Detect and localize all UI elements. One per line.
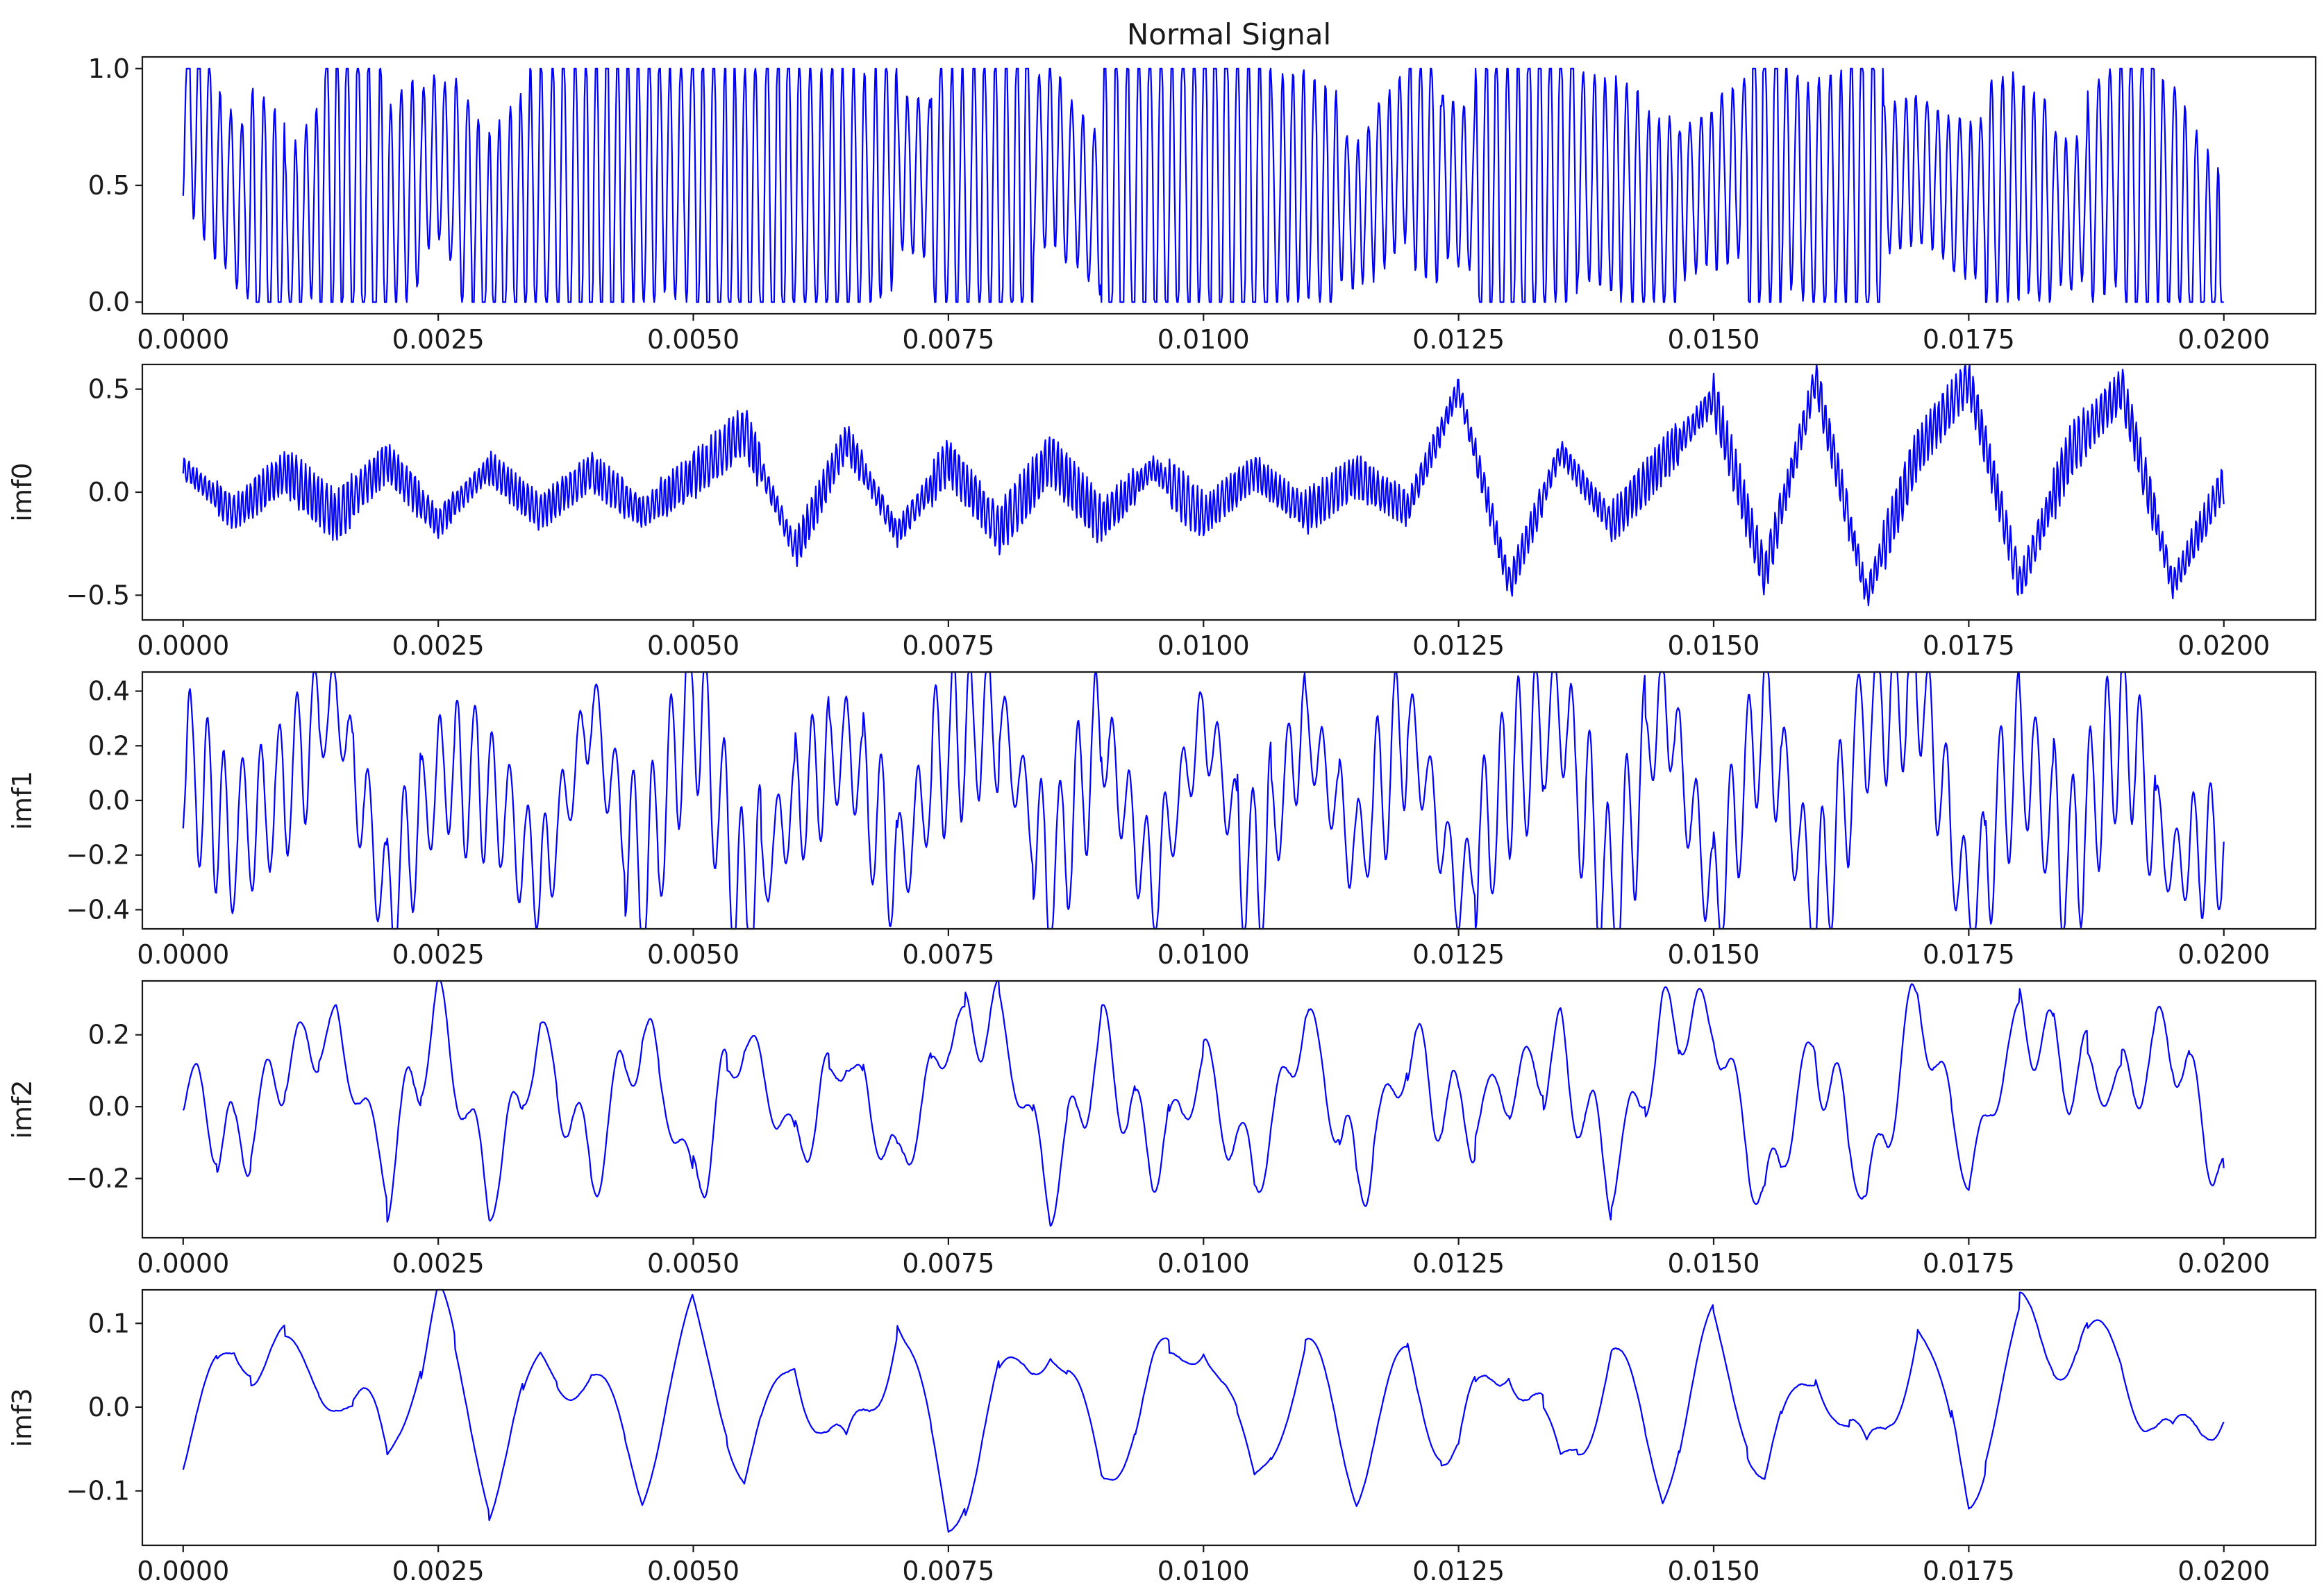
x-tick-label: 0.0100 <box>1157 939 1250 970</box>
x-tick-label: 0.0200 <box>2177 324 2270 355</box>
y-tick-label: 0.1 <box>88 1308 130 1338</box>
x-tick-label: 0.0100 <box>1157 1556 1250 1586</box>
series-line-0 <box>182 67 2224 303</box>
x-tick-label: 0.0150 <box>1668 630 1760 661</box>
x-tick-label: 0.0175 <box>1923 630 2015 661</box>
x-tick-label: 0.0125 <box>1412 1248 1505 1279</box>
x-tick-label: 0.0075 <box>902 324 994 355</box>
y-axis-label: imf2 <box>7 1080 37 1139</box>
y-tick-label: −0.2 <box>66 840 130 871</box>
x-tick-label: 0.0025 <box>392 630 485 661</box>
chart-title: Normal Signal <box>1127 17 1331 51</box>
y-tick-label: 0.5 <box>88 374 130 405</box>
y-tick-label: 0.0 <box>88 785 130 816</box>
x-tick-label: 0.0200 <box>2177 1248 2270 1279</box>
x-tick-label: 0.0125 <box>1412 630 1505 661</box>
x-tick-label: 0.0025 <box>392 1556 485 1586</box>
series-line-4 <box>182 1288 2225 1533</box>
x-tick-label: 0.0175 <box>1923 324 2015 355</box>
x-tick-label: 0.0175 <box>1923 1556 2015 1586</box>
series-line-1 <box>182 363 2225 607</box>
x-tick-label: 0.0050 <box>647 1556 739 1586</box>
x-tick-label: 0.0050 <box>647 1248 739 1279</box>
x-tick-label: 0.0025 <box>392 939 485 970</box>
y-tick-label: 1.0 <box>88 53 130 84</box>
x-tick-label: 0.0125 <box>1412 324 1505 355</box>
x-tick-label: 0.0150 <box>1668 324 1760 355</box>
subplot-1: 0.0000 0.0025 0.0050 0.0075 0.0100 0.0125 0.01… <box>7 363 2317 661</box>
subplot-0: 0.0000 0.0025 0.0050 0.0075 0.0100 0.0125 0.01… <box>88 17 2317 355</box>
y-axis-label: imf1 <box>7 771 37 830</box>
x-tick-label: 0.0100 <box>1157 324 1250 355</box>
series-line-2 <box>182 671 2225 930</box>
y-tick-label: 0.0 <box>88 1091 130 1122</box>
axes-frame <box>141 671 2317 930</box>
x-tick-label: 0.0200 <box>2177 630 2270 661</box>
x-tick-label: 0.0000 <box>137 939 229 970</box>
x-tick-label: 0.0050 <box>647 324 739 355</box>
x-tick-label: 0.0175 <box>1923 939 2015 970</box>
x-tick-label: 0.0125 <box>1412 939 1505 970</box>
x-tick-label: 0.0050 <box>647 630 739 661</box>
series-line-3 <box>182 980 2225 1227</box>
y-tick-label: 0.4 <box>88 676 130 707</box>
x-tick-label: 0.0075 <box>902 1556 994 1586</box>
x-tick-label: 0.0100 <box>1157 1248 1250 1279</box>
x-tick-label: 0.0000 <box>137 630 229 661</box>
y-tick-label: −0.4 <box>66 894 130 925</box>
y-tick-label: 0.0 <box>88 1392 130 1422</box>
x-tick-label: 0.0150 <box>1668 1248 1760 1279</box>
subplot-2: 0.0000 0.0025 0.0050 0.0075 0.0100 0.0125 0.01… <box>7 671 2317 970</box>
x-tick-label: 0.0150 <box>1668 939 1760 970</box>
y-tick-label: −0.2 <box>66 1164 130 1194</box>
x-tick-label: 0.0000 <box>137 1556 229 1586</box>
x-tick-label: 0.0200 <box>2177 939 2270 970</box>
y-tick-label: −0.5 <box>66 580 130 610</box>
y-axis-label: imf3 <box>7 1388 37 1447</box>
x-tick-label: 0.0075 <box>902 939 994 970</box>
subplot-4: 0.0000 0.0025 0.0050 0.0075 0.0100 0.0125 0.01… <box>7 1288 2317 1586</box>
x-tick-label: 0.0050 <box>647 939 739 970</box>
x-tick-label: 0.0200 <box>2177 1556 2270 1586</box>
axes-frame <box>141 1288 2317 1547</box>
y-tick-label: 0.5 <box>88 170 130 201</box>
y-axis-label: imf0 <box>7 462 37 521</box>
y-tick-label: 0.0 <box>88 477 130 507</box>
x-tick-label: 0.0025 <box>392 324 485 355</box>
x-tick-label: 0.0175 <box>1923 1248 2015 1279</box>
x-tick-label: 0.0150 <box>1668 1556 1760 1586</box>
x-tick-label: 0.0000 <box>137 324 229 355</box>
y-tick-label: 0.2 <box>88 730 130 761</box>
x-tick-label: 0.0000 <box>137 1248 229 1279</box>
subplot-3: 0.0000 0.0025 0.0050 0.0075 0.0100 0.0125 0.01… <box>7 980 2317 1279</box>
axes-frame <box>141 980 2317 1239</box>
x-tick-label: 0.0075 <box>902 1248 994 1279</box>
y-tick-label: 0.0 <box>88 287 130 317</box>
x-tick-label: 0.0025 <box>392 1248 485 1279</box>
y-tick-label: 0.2 <box>88 1020 130 1050</box>
x-tick-label: 0.0125 <box>1412 1556 1505 1586</box>
y-tick-label: −0.1 <box>66 1476 130 1506</box>
x-tick-label: 0.0100 <box>1157 630 1250 661</box>
x-tick-label: 0.0075 <box>902 630 994 661</box>
